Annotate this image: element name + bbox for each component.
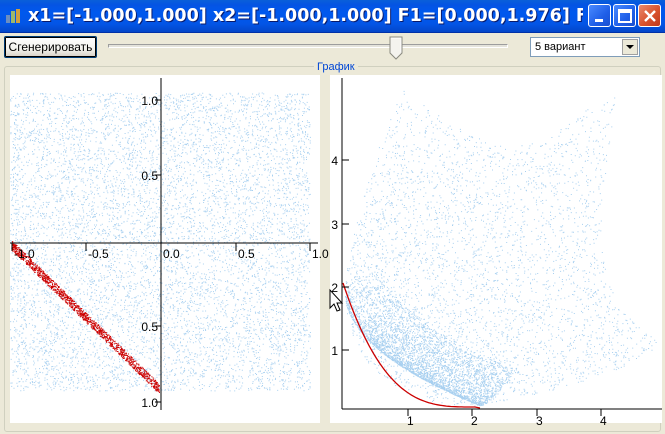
right-plot[interactable]: 1 2 3 4 1 2 3 4: [330, 75, 662, 428]
close-icon: [644, 10, 656, 22]
right-plot-area: [330, 75, 662, 423]
group-caption: График: [314, 60, 358, 74]
left-ticks: -1.0 -0.5 0.0 0.5 1.0 1.0 0.5 0.5 1.0: [11, 94, 329, 410]
x-tick-label: 0.0: [163, 247, 180, 261]
minimize-icon: [595, 19, 603, 22]
title-bar[interactable]: x1=[-1.000,1.000] x2=[-1.000,1.000] F1=[…: [0, 0, 665, 33]
window-title: x1=[-1.000,1.000] x2=[-1.000,1.000] F1=[…: [28, 6, 583, 26]
right-ticks: 1 2 3 4 1 2 3 4: [331, 154, 607, 428]
x-tick-label: 1.0: [312, 247, 329, 261]
x-tick-label: 2: [471, 414, 478, 428]
chevron-down-icon: [626, 45, 634, 49]
right-scatter: [345, 90, 657, 407]
slider-track[interactable]: [108, 44, 508, 48]
y-tick-label: 1: [331, 344, 338, 358]
y-tick-label: 2: [331, 281, 338, 295]
slider-thumb[interactable]: [389, 36, 403, 60]
left-plot[interactable]: -1.0 -0.5 0.0 0.5 1.0 1.0 0.5 0.5 1.0: [10, 75, 329, 423]
close-button[interactable]: [638, 4, 661, 27]
y-tick-label: 0.5: [141, 169, 158, 183]
generate-button[interactable]: Сгенерировать: [4, 36, 97, 58]
x-tick-label: 0.5: [238, 247, 255, 261]
cursor-icon: [329, 288, 344, 312]
pareto-front-curve: [342, 282, 481, 409]
x-tick-label: 4: [600, 414, 607, 428]
y-tick-label: 4: [331, 154, 338, 168]
variant-select[interactable]: 5 вариант: [530, 37, 640, 57]
dropdown-button[interactable]: [622, 39, 638, 55]
y-tick-label: 0.5: [141, 320, 158, 334]
x-tick-label: -1.0: [14, 247, 35, 261]
scatter-dots: [10, 92, 311, 392]
left-pareto-points: [12, 241, 160, 393]
y-tick-label: 1.0: [141, 396, 158, 410]
x-tick-label: -0.5: [88, 247, 109, 261]
maximize-button[interactable]: [613, 4, 636, 27]
pareto-dots: [12, 241, 160, 393]
app-icon: [6, 9, 20, 23]
maximize-icon: [618, 9, 632, 23]
variant-value: 5 вариант: [535, 41, 586, 53]
y-tick-label: 1.0: [141, 94, 158, 108]
left-scatter: [10, 92, 311, 392]
y-tick-label: 3: [331, 218, 338, 232]
minimize-button[interactable]: [588, 4, 611, 27]
x-tick-label: 3: [536, 414, 543, 428]
scatter-dots: [345, 90, 657, 407]
x-tick-label: 1: [407, 414, 414, 428]
